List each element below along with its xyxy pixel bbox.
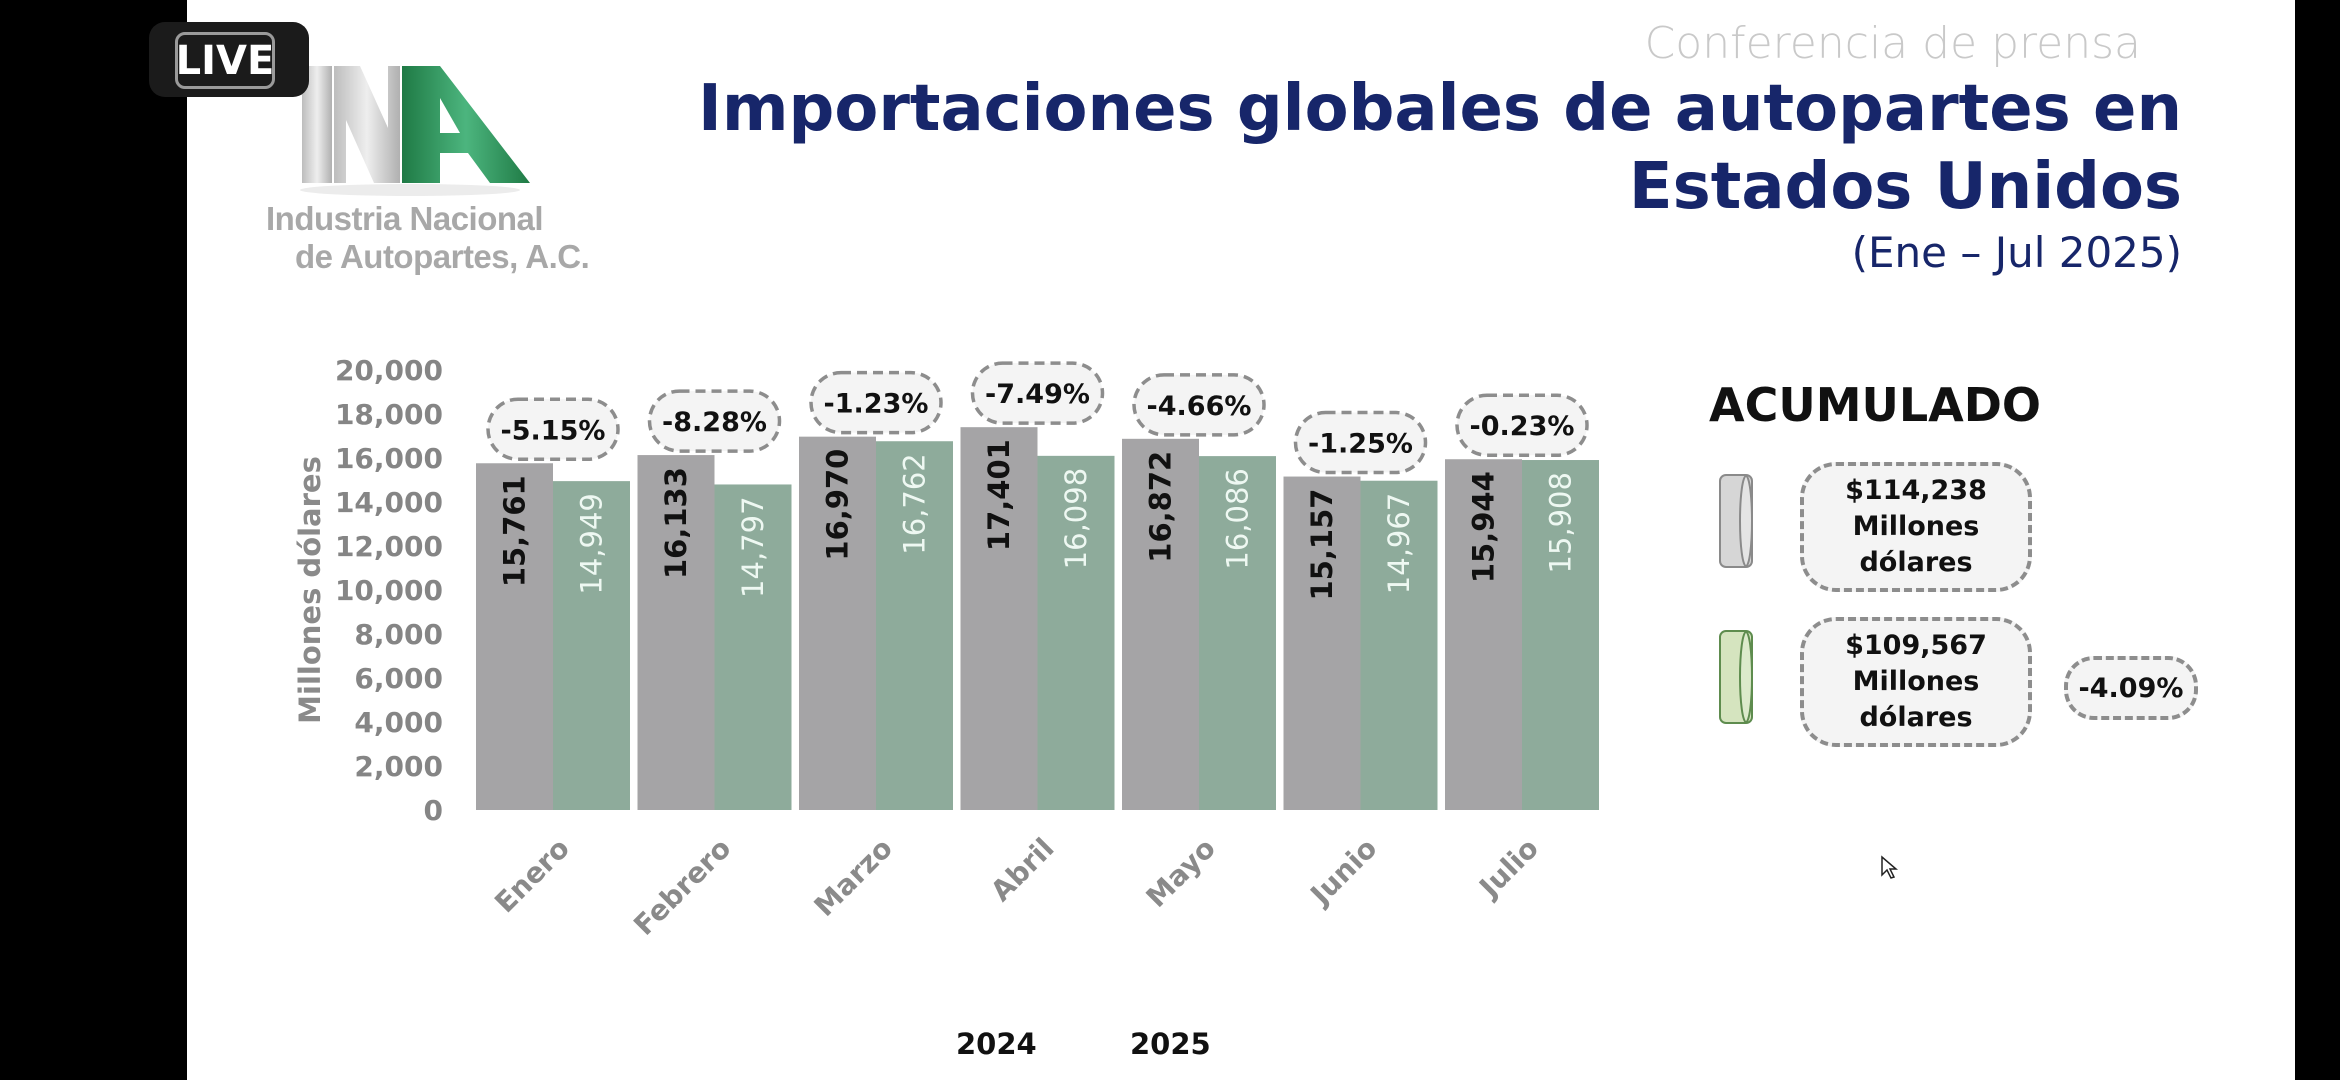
bar-value-label: 16,098 bbox=[1059, 468, 1093, 569]
x-tick-label: Julio bbox=[1472, 832, 1545, 905]
bar-2024-marzo bbox=[799, 436, 876, 810]
x-tick-label: Mayo bbox=[1140, 832, 1222, 914]
y-axis-title: Millones dólares bbox=[293, 456, 327, 724]
bar-2025-enero bbox=[553, 481, 630, 810]
bar-value-label: 15,157 bbox=[1305, 489, 1339, 601]
ina-logo-icon bbox=[300, 66, 530, 196]
y-tick-label: 18,000 bbox=[335, 398, 443, 431]
subtitle: (Ene – Jul 2025) bbox=[1851, 228, 2182, 277]
cylinder-2024-icon bbox=[1719, 474, 1753, 568]
legend-2024: 2024 bbox=[956, 1027, 1037, 1061]
summary-unit2-2025: dólares bbox=[1859, 702, 1973, 733]
x-tick-label: Febrero bbox=[627, 832, 737, 942]
bar-2024-enero bbox=[476, 463, 553, 810]
bar-2024-julio bbox=[1445, 459, 1522, 810]
summary-amount-2024: $114,238 bbox=[1845, 475, 1987, 506]
legend-2025: 2025 bbox=[1130, 1027, 1211, 1061]
bar-chart: Millones dólares 0 2,000 4,000 6,000 8,000 10… bbox=[293, 354, 1599, 942]
summary-box-2025: $109,567 Millones dólares bbox=[1800, 617, 2032, 747]
bar-value-label: 14,949 bbox=[575, 493, 609, 594]
change-badge-bg bbox=[1455, 393, 1589, 457]
y-tick-label: 8,000 bbox=[354, 618, 443, 651]
change-badge-bg bbox=[1293, 410, 1428, 475]
kicker: Conferencia de prensa bbox=[1644, 18, 2141, 69]
y-tick-label: 16,000 bbox=[335, 442, 443, 475]
bar-value-label: 14,797 bbox=[736, 496, 770, 597]
bar-2024-junio bbox=[1283, 476, 1361, 810]
bar-value-label: 16,086 bbox=[1221, 468, 1255, 569]
summary-box-2024: $114,238 Millones dólares bbox=[1800, 462, 2032, 592]
y-tick-label: 10,000 bbox=[335, 574, 443, 607]
bar-value-label: 16,872 bbox=[1144, 451, 1178, 563]
change-badge-label: -0.23% bbox=[1470, 411, 1575, 442]
summary-unit2-2024: dólares bbox=[1859, 547, 1973, 578]
summary-change-badge: -4.09% bbox=[2064, 656, 2198, 720]
x-tick-label: Marzo bbox=[808, 832, 899, 923]
mouse-cursor-icon bbox=[1881, 855, 1899, 879]
summary-unit1-2025: Millones bbox=[1852, 666, 1980, 697]
change-badge-label: -1.25% bbox=[1308, 429, 1413, 460]
y-tick-label: 2,000 bbox=[354, 750, 443, 783]
x-tick-label: Abril bbox=[984, 832, 1060, 908]
change-badge-bg bbox=[1132, 373, 1266, 437]
title-line1: Importaciones globales de autopartes en bbox=[698, 72, 2182, 146]
x-tick-label: Junio bbox=[1303, 832, 1384, 913]
bar-2025-abril bbox=[1037, 455, 1115, 810]
y-tick-label: 20,000 bbox=[335, 354, 443, 387]
live-badge: LIVE bbox=[149, 22, 309, 97]
summary-title: ACUMULADO bbox=[1709, 378, 2042, 432]
bar-value-label: 16,133 bbox=[659, 467, 693, 579]
y-tick-label: 14,000 bbox=[335, 486, 443, 519]
bar-value-label: 15,761 bbox=[498, 475, 532, 587]
bar-2025-marzo bbox=[876, 441, 953, 810]
bar-value-label: 15,908 bbox=[1544, 472, 1578, 573]
logo-text-line1: Industria Nacional bbox=[266, 200, 544, 237]
bar-2025-julio bbox=[1522, 460, 1599, 810]
bar-value-label: 16,762 bbox=[898, 453, 932, 554]
bar-value-label: 17,401 bbox=[982, 439, 1016, 551]
cylinder-2025-icon bbox=[1719, 630, 1753, 724]
live-label: LIVE bbox=[175, 32, 275, 89]
bar-2025-mayo bbox=[1199, 456, 1276, 810]
bar-2025-febrero bbox=[714, 484, 792, 810]
change-badge-bg bbox=[486, 397, 620, 462]
change-badge-label: -5.15% bbox=[501, 415, 606, 446]
summary-unit1-2024: Millones bbox=[1852, 511, 1980, 542]
change-badge-label: -1.23% bbox=[824, 389, 929, 420]
bar-value-label: 15,944 bbox=[1467, 471, 1501, 583]
change-badge-bg bbox=[647, 389, 782, 453]
change-badge-bg bbox=[809, 370, 943, 435]
bar-2024-abril bbox=[960, 427, 1038, 810]
change-badge-bg bbox=[970, 361, 1105, 425]
bar-2025-junio bbox=[1360, 480, 1438, 810]
y-tick-label: 4,000 bbox=[354, 706, 443, 739]
title-line2: Estados Unidos bbox=[1628, 150, 2182, 224]
bar-value-label: 16,970 bbox=[821, 449, 855, 561]
change-badge-label: -7.49% bbox=[985, 379, 1090, 410]
bar-2024-mayo bbox=[1122, 438, 1199, 810]
summary-amount-2025: $109,567 bbox=[1845, 630, 1987, 661]
x-tick-label: Enero bbox=[488, 832, 576, 920]
y-tick-label: 0 bbox=[424, 794, 443, 827]
bar-value-label: 14,967 bbox=[1382, 493, 1416, 594]
change-badge-label: -4.66% bbox=[1147, 391, 1252, 422]
change-badge-label: -8.28% bbox=[662, 407, 767, 438]
logo-text-line2: de Autopartes, A.C. bbox=[295, 238, 590, 275]
y-tick-label: 6,000 bbox=[354, 662, 443, 695]
bar-2024-febrero bbox=[637, 455, 715, 810]
y-tick-label: 12,000 bbox=[335, 530, 443, 563]
